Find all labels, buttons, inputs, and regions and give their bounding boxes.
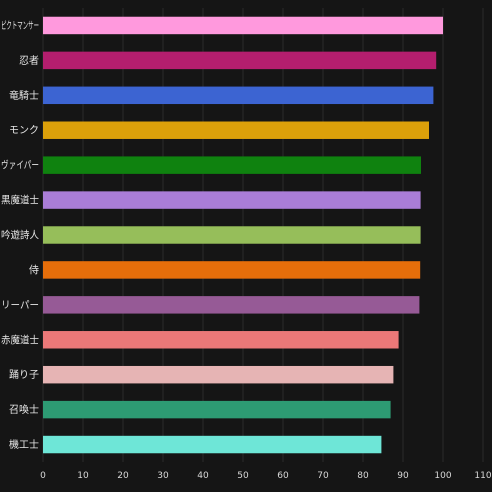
- x-tick-label: 10: [77, 471, 89, 481]
- x-tick-label: 0: [40, 471, 46, 481]
- category-label: 侍: [29, 264, 39, 276]
- bar: [43, 400, 391, 419]
- bar: [43, 435, 382, 454]
- category-label: 踊り子: [9, 369, 39, 381]
- category-label: モンク: [9, 125, 39, 137]
- x-tick-label: 110: [474, 471, 491, 481]
- category-label: 召喚士: [9, 403, 39, 416]
- x-tick-label: 20: [117, 471, 129, 481]
- bar: [43, 191, 421, 209]
- bar: [43, 51, 437, 70]
- bar: [43, 156, 421, 174]
- bar: [43, 86, 434, 105]
- bar: [43, 16, 443, 35]
- bar: [43, 226, 421, 244]
- category-label: ヴァイパー: [1, 159, 39, 172]
- category-label: リーパー: [1, 299, 39, 311]
- x-tick-label: 90: [397, 471, 409, 481]
- x-tick-label: 60: [277, 471, 289, 481]
- x-tick-label: 50: [237, 471, 249, 481]
- bar: [43, 121, 429, 139]
- bar: [43, 331, 399, 349]
- category-label: 黒魔道士: [1, 194, 39, 207]
- bar: [43, 365, 394, 384]
- x-tick-label: 70: [317, 471, 329, 481]
- x-tick-label: 40: [197, 471, 209, 481]
- bar: [43, 261, 421, 279]
- x-tick-label: 80: [357, 471, 369, 481]
- bars-layer: [43, 16, 443, 454]
- x-tick-label: 30: [157, 471, 169, 481]
- x-axis-ticks: 0 10 20 30 40 50 60 70 80 90 100 110: [40, 471, 492, 481]
- category-label: 忍者: [19, 55, 39, 67]
- category-labels: ピクトマンサー忍者竜騎士モンクヴァイパー黒魔道士吟遊詩人侍リーパー赤魔道士踊り子…: [1, 20, 39, 451]
- category-label: 吟遊詩人: [1, 229, 39, 242]
- category-label: 機工士: [9, 438, 39, 451]
- category-label: ピクトマンサー: [1, 20, 39, 32]
- x-tick-label: 100: [434, 471, 451, 481]
- bar: [43, 296, 420, 314]
- category-label: 赤魔道士: [1, 333, 39, 346]
- category-label: 竜騎士: [9, 89, 39, 102]
